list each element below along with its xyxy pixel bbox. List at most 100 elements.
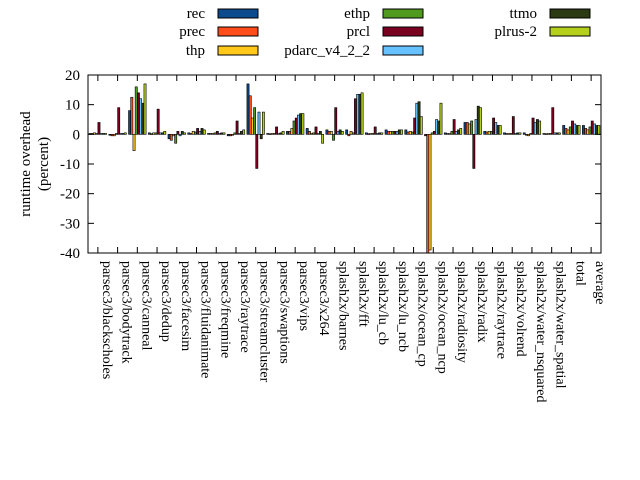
bar-rec-5 (187, 132, 191, 135)
bar-plrus-2-17 (439, 102, 443, 135)
bar-thp-7 (231, 134, 235, 136)
y-tick-label: -30 (60, 216, 80, 232)
bar-pdarc_v4_2_2-2 (139, 98, 143, 135)
legend-swatch-prcl (382, 26, 424, 37)
bar-prcl-13 (354, 98, 357, 135)
x-tick-label: parsec3/dedup (158, 261, 173, 342)
bar-prec-1 (110, 134, 114, 137)
bar-pdarc_v4_2_2-25 (593, 123, 596, 135)
bar-thp-9 (270, 133, 274, 135)
bar-pdarc_v4_2_2-9 (277, 133, 281, 135)
bar-thp-21 (507, 133, 511, 135)
legend: rec prec thp ethp prcl pdarc_v4_2_2 ttmo plrus-… (179, 6, 591, 59)
bar-pdarc_v4_2_2-19 (474, 119, 478, 135)
bar-prcl-12 (334, 107, 338, 135)
bar-ethp-24 (568, 126, 572, 135)
bar-ttmo-2 (141, 102, 145, 135)
bar-plrus-2-22 (538, 120, 542, 135)
bar-prcl-3 (156, 108, 160, 135)
bar-prec-14 (367, 133, 370, 135)
legend-label-pdarc_v4_2_2: pdarc_v4_2_2 (284, 43, 370, 59)
bar-prec-2 (130, 96, 134, 135)
bar-rec-24 (562, 125, 566, 135)
bar-prec-7 (229, 134, 232, 137)
y-tick-label: 10 (65, 98, 80, 114)
bar-ttmo-14 (378, 132, 381, 135)
legend-label-thp: thp (186, 43, 205, 59)
bar-prcl-10 (294, 117, 298, 135)
bar-ethp-14 (371, 133, 375, 135)
bar-rec-23 (542, 133, 546, 135)
bar-prec-12 (327, 131, 331, 135)
bar-prcl-25 (590, 120, 594, 135)
bar-prec-13 (347, 134, 351, 137)
bar-prec-10 (288, 131, 292, 135)
bar-thp-17 (428, 134, 432, 251)
x-tick-label: parsec3/streamcluster (257, 261, 272, 383)
bar-plrus-2-10 (301, 113, 305, 135)
x-tick-label: splash2x/lu_cb (375, 261, 390, 345)
bar-thp-1 (112, 134, 116, 137)
x-tick-label: splash2x/water_spatial (553, 261, 568, 389)
bar-plrus-2-1 (123, 132, 127, 135)
x-tick-label: parsec3/canneal (138, 261, 153, 350)
bar-ethp-17 (430, 132, 434, 135)
bar-thp-10 (290, 128, 294, 135)
bar-ttmo-9 (279, 132, 283, 135)
x-tick-label: parsec3/vips (296, 261, 311, 331)
bar-pdarc_v4_2_2-21 (514, 133, 517, 135)
bar-pdarc_v4_2_2-7 (237, 133, 241, 135)
bar-prec-22 (525, 134, 528, 136)
bar-ethp-8 (253, 107, 257, 135)
bar-thp-13 (349, 131, 353, 135)
bar-rec-25 (582, 125, 585, 135)
bar-pdarc_v4_2_2-13 (356, 93, 360, 135)
bar-rec-20 (483, 131, 487, 135)
bar-prec-19 (465, 122, 469, 135)
bar-ethp-18 (450, 131, 454, 135)
bar-prec-4 (169, 134, 173, 141)
bar-rec-9 (266, 133, 270, 135)
bar-prec-20 (485, 131, 489, 135)
plot-frame (87, 74, 602, 254)
bar-rec-10 (286, 131, 289, 135)
bar-ethp-2 (134, 86, 138, 135)
bar-prcl-0 (97, 122, 101, 135)
bar-plrus-2-11 (321, 134, 325, 144)
bar-prec-9 (268, 133, 272, 135)
bar-thp-4 (172, 134, 175, 137)
bar-prcl-19 (472, 134, 476, 169)
x-tick-label: parsec3/bodytrack (119, 261, 134, 364)
bar-prec-6 (209, 133, 213, 135)
bar-plrus-2-9 (281, 131, 285, 135)
bar-prcl-15 (393, 131, 397, 135)
bar-prec-8 (248, 95, 252, 135)
bar-pdarc_v4_2_2-23 (553, 132, 557, 135)
bar-plrus-2-0 (104, 133, 107, 135)
x-tick-label: parsec3/facesim (178, 261, 193, 351)
bar-ttmo-16 (417, 101, 421, 135)
y-tick-label: -20 (60, 187, 80, 203)
bar-pdarc_v4_2_2-6 (218, 133, 221, 135)
bar-prec-5 (189, 133, 193, 135)
bar-thp-25 (586, 129, 590, 135)
bar-plrus-2-16 (419, 116, 423, 135)
y-tick-label: -40 (60, 246, 80, 262)
bar-prcl-24 (571, 120, 574, 135)
legend-swatch-ethp (382, 8, 424, 19)
bar-prcl-8 (255, 134, 259, 169)
bar-rec-3 (147, 132, 151, 135)
bar-rec-7 (226, 134, 230, 137)
bar-prcl-14 (373, 126, 377, 135)
bar-plrus-2-19 (479, 107, 482, 135)
bar-rec-2 (128, 110, 132, 135)
bar-thp-16 (408, 131, 412, 135)
bar-prec-3 (150, 133, 153, 135)
bar-thp-2 (132, 134, 136, 151)
bar-thp-22 (527, 134, 531, 137)
bar-ttmo-0 (101, 133, 105, 135)
legend-label-prcl: prcl (347, 24, 370, 40)
bar-plrus-2-13 (360, 92, 364, 135)
axes: -40 -30 -20 -10 0 10 20 parsec3/blackscholes par… (60, 68, 607, 403)
bar-ttmo-23 (555, 132, 559, 135)
